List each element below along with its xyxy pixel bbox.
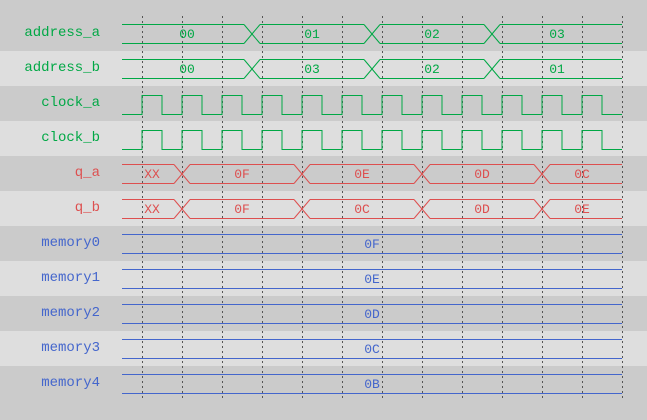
bus-value: 0C (574, 167, 590, 182)
bus-value: 0F (234, 167, 250, 182)
signal-label-address_b[interactable]: address_b (24, 60, 100, 76)
bus-value: 03 (549, 27, 565, 42)
bus-crossover (243, 59, 261, 79)
signal-label-memory0[interactable]: memory0 (41, 235, 100, 251)
signal-label-q_a[interactable]: q_a (74, 165, 100, 181)
bus-crossover (293, 199, 311, 219)
bus-value: 01 (549, 62, 565, 77)
signal-label-clock_b[interactable]: clock_b (41, 130, 100, 146)
waveform-clock_b (122, 130, 622, 150)
signal-row-memory3: memory3 (0, 331, 647, 366)
bus-value: 0F (364, 237, 380, 252)
signal-row-q_b: q_b (0, 191, 647, 226)
bus-value: 03 (304, 62, 320, 77)
signal-row-clock_b: clock_b (0, 121, 647, 156)
signal-label-q_b[interactable]: q_b (74, 200, 100, 216)
bus-crossover (293, 164, 311, 184)
bus-value: 0D (474, 202, 490, 217)
signal-row-q_a: q_a (0, 156, 647, 191)
waveform-clock_a (122, 95, 622, 115)
waveform-memory3: 0C (122, 339, 622, 359)
bus-value: 02 (424, 62, 440, 77)
signal-label-address_a[interactable]: address_a (24, 25, 100, 41)
bus-crossover (243, 24, 261, 44)
bus-crossover (483, 59, 501, 79)
waveform-memory2: 0D (122, 304, 622, 324)
bus-value: 0F (234, 202, 250, 217)
signal-label-clock_a[interactable]: clock_a (41, 95, 100, 111)
waveform-memory4: 0B (122, 374, 622, 394)
bus-value: 0E (354, 167, 370, 182)
bus-crossover (413, 164, 431, 184)
clock-wave (122, 130, 622, 150)
bus-crossover (173, 199, 191, 219)
signal-row-memory1: memory1 (0, 261, 647, 296)
signal-label-memory4[interactable]: memory4 (41, 375, 100, 391)
bus-value: 0E (364, 272, 380, 287)
bus-value: 0C (364, 342, 380, 357)
signal-row-address_a: address_a (0, 16, 647, 51)
bus-value: 0E (574, 202, 590, 217)
signal-row-address_b: address_b (0, 51, 647, 86)
signal-row-memory2: memory2 (0, 296, 647, 331)
timeline-gridlines (142, 16, 623, 401)
bus-crossover (413, 199, 431, 219)
signal-row-memory0: memory0 (0, 226, 647, 261)
bus-value: 0C (354, 202, 370, 217)
bus-crossover (533, 199, 551, 219)
clock-wave (122, 95, 622, 115)
bus-value: 02 (424, 27, 440, 42)
waveform-q_a: XX 0F 0E 0D 0C (122, 164, 622, 184)
bus-crossover (363, 24, 381, 44)
bus-value: 01 (304, 27, 320, 42)
bus-crossover (363, 59, 381, 79)
bus-value: XX (144, 167, 160, 182)
signal-row-clock_a: clock_a (0, 86, 647, 121)
signal-label-memory3[interactable]: memory3 (41, 340, 100, 356)
waveform-address_b: 00 03 02 01 (122, 59, 622, 79)
signal-label-memory1[interactable]: memory1 (41, 270, 100, 286)
waveform-memory1: 0E (122, 269, 622, 289)
bus-value: 0D (474, 167, 490, 182)
bus-crossover (483, 24, 501, 44)
bus-crossover (173, 164, 191, 184)
signal-row-memory4: memory4 (0, 366, 647, 401)
bus-value: 0D (364, 307, 380, 322)
bus-value: 00 (179, 27, 195, 42)
bus-value: XX (144, 202, 160, 217)
bus-value: 00 (179, 62, 195, 77)
bus-crossover (533, 164, 551, 184)
bus-value: 0B (364, 377, 380, 392)
waveform-memory0: 0F (122, 234, 622, 254)
signal-label-memory2[interactable]: memory2 (41, 305, 100, 321)
waveform-address_a: 00 01 02 03 (122, 24, 622, 44)
waveform-q_b: XX 0F 0C 0D 0E (122, 199, 622, 219)
